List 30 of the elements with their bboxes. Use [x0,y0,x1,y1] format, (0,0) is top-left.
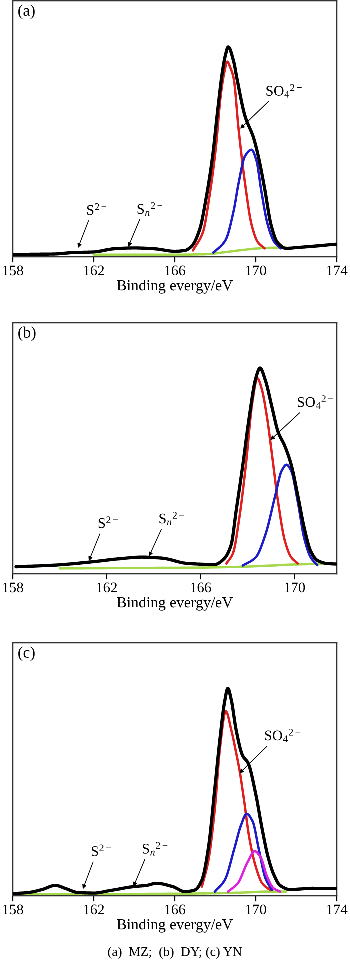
x-tick-label: 158 [3,582,24,593]
chart-title: (c) [18,646,35,662]
x-tick-label: 170 [246,904,266,915]
annotation: S$_{n}$$^{2−}$ [160,512,184,526]
x-axis-title: Binding evergy/eV [117,596,234,611]
annotation: SO$_{4}$$^{2−}$ [298,396,334,410]
x-tick-label: 166 [165,904,186,915]
annotation: S$_{n}$$^{2−}$ [142,842,168,856]
annotation: S$^{2−}$ [98,516,118,528]
x-axis-title: Binding evergy/eV [117,280,234,294]
x-tick-label: 174 [327,266,348,276]
annotation: SO$_{4}$$^{2−}$ [265,729,300,742]
x-tick-label: 162 [84,266,104,276]
annotation: S$_{n}$$^{2−}$ [138,202,162,216]
annotation: S$^{2−}$ [87,204,107,216]
x-tick-label: 174 [327,904,348,914]
annotation: S$^{2−}$ [92,844,112,856]
x-tick-label: 170 [285,582,306,593]
x-tick-label: 162 [97,582,118,593]
x-tick-label: 166 [191,582,212,593]
text: (a) MZ; (b) DY; (c) YN [108,947,242,959]
x-tick-label: 158 [3,904,24,915]
chart-title: (b) [18,326,36,342]
x-tick-label: 166 [165,266,186,276]
x-axis-title: Binding evergy/eV [117,918,234,933]
annotation: SO$_{4}$$^{2−}$ [266,84,302,98]
x-tick-label: 158 [3,266,24,276]
chart-title: (a) [18,4,35,20]
x-tick-label: 170 [246,266,266,276]
x-tick-label: 162 [84,904,104,915]
